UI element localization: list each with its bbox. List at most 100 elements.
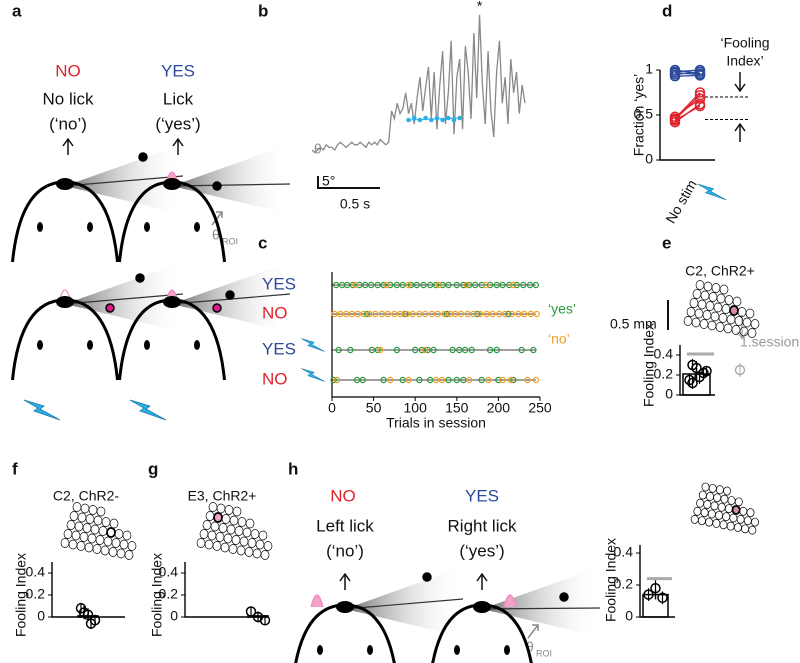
barrel [208,502,218,512]
touch-line [408,117,460,121]
barrel [263,541,273,551]
whisker [344,598,464,610]
trial-yes [407,281,415,289]
trial-no [409,310,416,318]
barrel [242,527,252,538]
trial-no [378,310,386,318]
trial-yes [505,310,512,318]
barrel [223,533,233,544]
barrel [690,515,699,524]
barrel [733,523,742,532]
barrel [204,539,214,550]
barrel [71,530,81,541]
barrel [724,295,734,305]
point [694,371,705,383]
eye [504,645,510,655]
trial-no [520,310,528,318]
barrel [221,514,231,524]
barrel [717,502,726,512]
barrel [85,514,95,524]
trial-no [384,310,391,318]
pair-point [694,70,706,81]
trial-no [421,346,429,354]
trial-no [464,310,471,318]
trial-yes [453,376,460,384]
trial-yes [453,281,460,289]
trial-no [372,310,379,318]
y-label: Fooling Index [641,323,657,407]
trial-no [499,376,506,384]
trial-yes [445,281,452,289]
trial-yes [493,346,500,354]
barrel [252,548,262,559]
barrel [701,482,710,492]
annotation: Index’ [726,53,763,69]
pair-point [694,100,706,112]
trial-no [352,281,359,289]
barrel [703,500,712,509]
point [643,589,654,600]
axis [639,545,675,618]
barrel [751,517,759,527]
panel-label: a [12,1,22,20]
y-tick-label: 0 [625,608,633,624]
trial-no [485,376,492,384]
barrel [77,512,87,523]
trial-yes [426,376,434,384]
theta-sub: ROI [222,236,238,246]
trial-yes [460,376,467,384]
trial-yes [468,346,475,354]
trial-yes [393,346,401,354]
row-label: NO [262,303,288,322]
yes-text: Right lick [448,516,517,535]
barrel [108,547,118,557]
touch [434,115,440,121]
trial-yes [349,281,356,289]
barrel [699,319,709,329]
barrel [731,505,741,515]
x-tick-label: 100 [404,400,428,416]
barrel [716,293,726,304]
trial-no [366,310,373,318]
trial-yes [330,376,337,384]
eye [37,222,43,232]
barrel [69,511,79,521]
trial-no [482,281,490,289]
barrel [237,517,247,527]
trial-yes [368,346,376,354]
barrel [743,516,752,526]
trial-yes [430,346,437,354]
barrel [106,527,116,538]
pole [105,303,115,313]
yes-text: Lick [163,89,194,108]
barrel [88,505,98,515]
trial-yes [493,281,500,289]
trial-yes [363,310,371,318]
trial-yes [506,281,513,289]
barrel [729,513,738,523]
trial-yes [432,281,440,289]
whisker [64,293,184,305]
y-tick-label: 0.4 [654,346,674,362]
barrel [68,539,78,550]
whisker-field [172,144,290,214]
trial-yes [387,281,394,289]
barrel [715,510,723,520]
pair-point [669,115,681,126]
barrel [700,290,710,301]
barrel [255,539,265,550]
no-text: (‘no’) [326,541,364,560]
trial-yes [393,281,401,289]
trial-yes [343,281,351,289]
point [85,618,97,629]
trial-no [391,310,398,318]
panel-label: f [12,459,18,478]
trial-yes [347,346,354,354]
y-tick-label: 0 [170,608,178,624]
barrel [700,508,709,518]
barrel [66,520,76,530]
barrel [713,302,723,313]
nose [56,178,74,190]
barrel [236,545,246,556]
y-label: Fraction ‘yes’ [631,74,647,156]
